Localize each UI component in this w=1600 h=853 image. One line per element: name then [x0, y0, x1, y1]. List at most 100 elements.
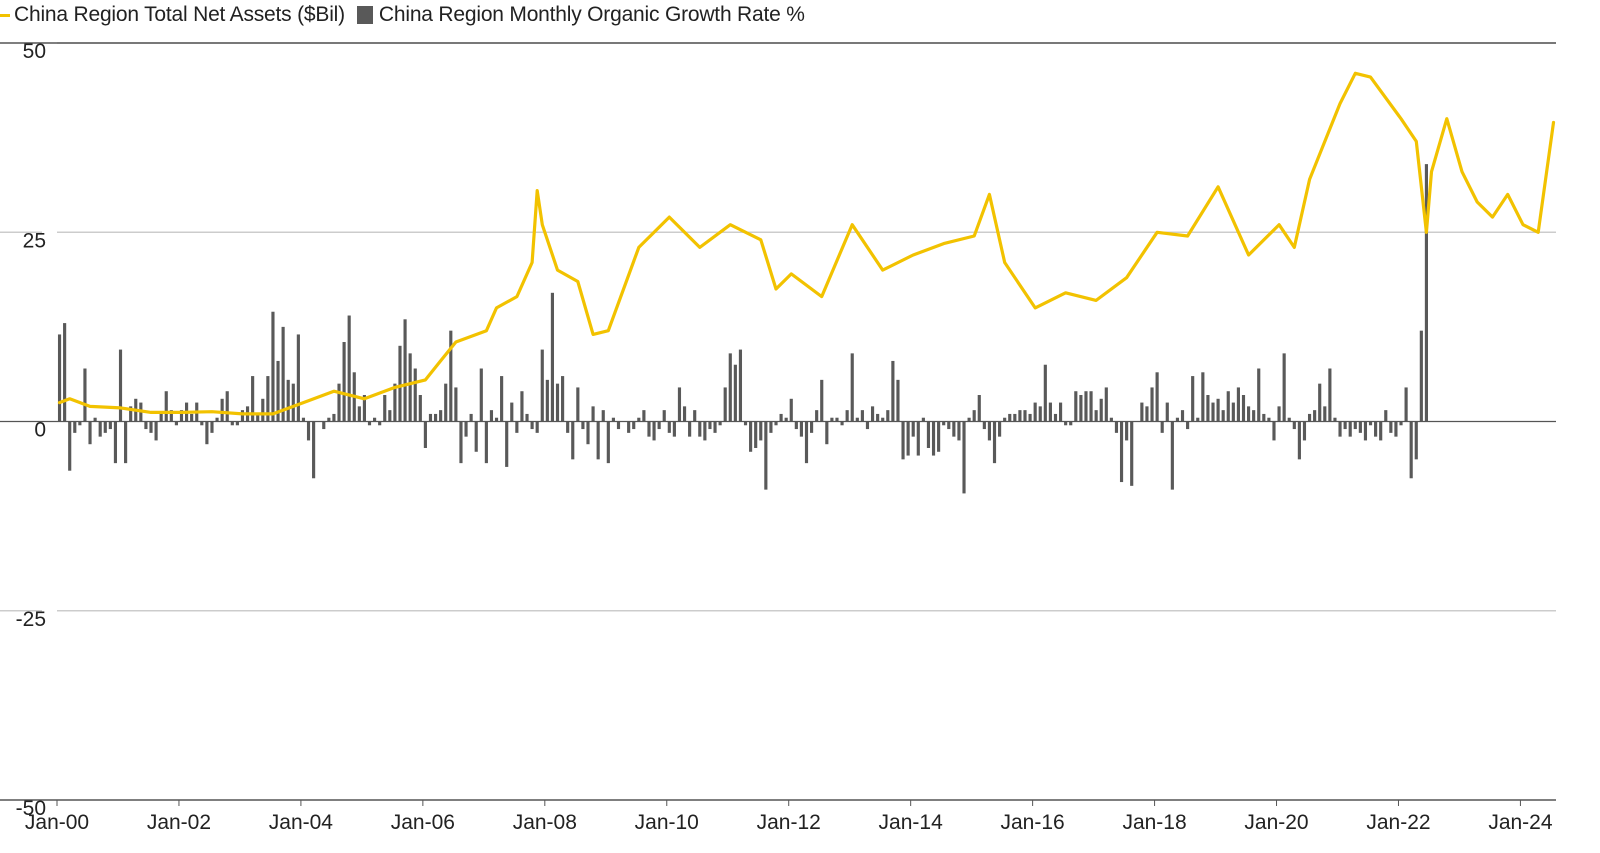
growth-bar	[291, 383, 295, 422]
growth-bar	[210, 421, 214, 433]
growth-bar	[1048, 402, 1052, 422]
growth-bar	[367, 421, 372, 426]
growth-bar	[743, 421, 748, 426]
growth-bar	[820, 379, 824, 422]
growth-bar	[154, 421, 158, 441]
growth-bar	[525, 413, 529, 422]
growth-bar	[1018, 410, 1022, 422]
growth-bar	[1297, 421, 1301, 460]
growth-bar	[510, 402, 514, 422]
y-tick-label: -50	[16, 797, 46, 820]
growth-bar	[312, 421, 316, 479]
growth-bar	[230, 421, 234, 426]
growth-bar	[998, 421, 1002, 437]
growth-bar	[1038, 406, 1042, 422]
y-tick-label: -25	[16, 608, 46, 631]
growth-bar	[576, 387, 580, 422]
growth-bar	[855, 417, 859, 422]
growth-bar	[1180, 410, 1185, 422]
growth-bar	[235, 421, 239, 426]
growth-bar	[1282, 353, 1286, 422]
growth-bar	[1368, 421, 1373, 426]
growth-bar	[505, 421, 509, 467]
growth-bar	[347, 315, 351, 422]
growth-bar	[108, 421, 112, 430]
growth-bar	[921, 417, 925, 422]
growth-bar	[662, 410, 666, 422]
y-tick-label: 25	[23, 229, 46, 252]
growth-bar	[327, 417, 331, 422]
growth-bar	[484, 421, 488, 464]
growth-bar	[362, 395, 366, 422]
growth-bar	[708, 421, 712, 430]
growth-bar	[1363, 421, 1368, 441]
growth-bar	[1323, 406, 1327, 422]
growth-bar	[891, 360, 895, 422]
growth-bar	[571, 421, 575, 460]
growth-bar	[545, 379, 549, 422]
growth-bar	[261, 398, 265, 422]
growth-bar	[601, 410, 605, 422]
growth-bar	[606, 421, 610, 464]
growth-bar	[1053, 413, 1058, 422]
growth-bar	[1165, 402, 1169, 422]
growth-bar	[738, 349, 743, 422]
growth-bar	[1033, 402, 1037, 422]
growth-bar	[215, 417, 219, 422]
growth-bar	[489, 410, 494, 422]
growth-bar	[1221, 410, 1225, 422]
growth-bar	[911, 421, 915, 437]
growth-bar	[337, 383, 341, 422]
x-tick-label: Jan-08	[513, 811, 577, 834]
growth-bar	[896, 379, 900, 422]
x-tick-label: Jan-10	[635, 811, 699, 834]
growth-bar	[342, 342, 346, 422]
growth-bar	[88, 421, 92, 445]
growth-bar	[1267, 417, 1271, 422]
growth-bar	[931, 421, 936, 456]
growth-bar	[637, 417, 641, 422]
growth-bar	[682, 406, 687, 422]
x-tick-label: Jan-14	[879, 811, 944, 834]
growth-bar	[860, 410, 864, 422]
growth-bar	[1404, 387, 1408, 422]
growth-bar	[1160, 421, 1164, 433]
growth-bar	[454, 387, 458, 422]
growth-bar	[870, 406, 875, 422]
growth-bar	[952, 421, 956, 437]
growth-bar	[296, 334, 300, 422]
growth-bar	[1389, 421, 1393, 433]
growth-bar	[113, 421, 118, 464]
growth-bar	[1008, 413, 1012, 422]
growth-bar	[876, 413, 880, 422]
growth-bar	[1236, 387, 1240, 422]
growth-bar	[677, 387, 682, 422]
growth-bar	[647, 421, 651, 437]
growth-bar	[1353, 421, 1357, 430]
growth-bar	[1394, 421, 1398, 437]
growth-bar	[378, 421, 382, 426]
growth-bar	[1328, 368, 1332, 422]
growth-bar	[830, 417, 834, 422]
growth-bar	[164, 391, 168, 422]
growth-bar	[667, 421, 671, 433]
growth-bar	[98, 421, 102, 437]
growth-bar	[1272, 421, 1276, 441]
growth-bar	[93, 417, 97, 422]
growth-bar	[1216, 398, 1220, 422]
growth-bar	[611, 417, 615, 422]
growth-bar	[947, 421, 951, 430]
growth-bar	[1287, 417, 1291, 422]
growth-bar	[561, 376, 565, 422]
x-tick-label: Jan-22	[1366, 811, 1430, 834]
growth-bar	[332, 413, 336, 422]
growth-bar	[103, 421, 107, 433]
growth-bar	[596, 421, 600, 460]
growth-bar	[540, 349, 544, 422]
growth-bar	[987, 421, 992, 441]
growth-bar	[433, 413, 438, 422]
growth-bar	[159, 413, 163, 422]
growth-rate-bars	[57, 164, 1429, 494]
x-tick-label: Jan-06	[391, 811, 455, 834]
growth-bar	[266, 376, 270, 422]
